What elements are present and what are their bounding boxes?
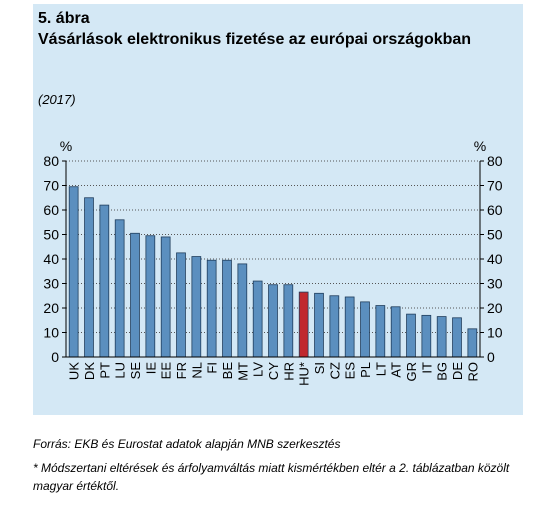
x-tick-label: CY — [266, 362, 281, 380]
bar-nl — [191, 256, 202, 358]
y-axis-unit-left: % — [60, 138, 72, 154]
bar-uk — [68, 186, 79, 358]
bar-es — [344, 296, 355, 358]
x-tick-label: AT — [389, 362, 404, 378]
x-tick-label: EE — [159, 362, 174, 380]
x-tick-label: PT — [97, 362, 112, 379]
bar-chart-svg: 0 0 10 10 20 20 30 30 40 40 50 50 60 60 70 70 80 80% % UK DK… — [43, 138, 503, 386]
bar-de — [452, 317, 462, 358]
x-tick-label: DE — [450, 362, 465, 380]
x-tick-label: IT — [419, 362, 434, 374]
y-tick-label-right: 30 — [487, 276, 503, 292]
bar-se — [130, 232, 140, 358]
x-tick-label: FI — [205, 362, 220, 374]
bar-cy — [268, 284, 278, 358]
x-tick-label: HR — [281, 362, 296, 381]
footnote: * Módszertani eltérések és árfolyamváltá… — [33, 461, 510, 493]
x-tick-label: BE — [220, 362, 235, 380]
figure-header: 5. ábra Vásárlások elektronikus fizetése… — [33, 4, 523, 115]
bar-lv — [252, 280, 263, 358]
figure-title: Vásárlások elektronikus fizetése az euró… — [38, 31, 472, 48]
y-axis-unit-right: % — [474, 138, 486, 154]
bar-dk — [84, 197, 94, 358]
x-tick-label: NL — [189, 362, 204, 379]
bar-gr — [406, 313, 416, 358]
y-tick-label-left: 50 — [43, 227, 59, 243]
y-tick-label-left: 40 — [43, 251, 59, 267]
x-tick-label: LV — [251, 362, 266, 377]
bar-mt — [237, 263, 248, 358]
x-tick-label: LT — [373, 362, 388, 376]
y-tick-label-left: 10 — [43, 325, 59, 341]
y-tick-label-right: 10 — [487, 325, 503, 341]
x-tick-label: RO — [465, 362, 480, 382]
bar-lt — [375, 305, 386, 358]
x-tick-label: FR — [174, 362, 189, 379]
x-tick-label: MT — [235, 362, 250, 381]
y-tick-label-right: 0 — [487, 349, 495, 365]
x-tick-label: LU — [113, 362, 128, 379]
figure-subtitle: (2017) — [38, 92, 76, 107]
bar-ee — [160, 236, 171, 358]
source-note: Forrás: EKB és Eurostat adatok alapján M… — [33, 437, 341, 451]
bar-fi — [206, 259, 217, 358]
x-tick-label: HU* — [297, 362, 312, 386]
bar-it — [421, 314, 432, 358]
bar-pt — [99, 204, 110, 358]
y-tick-label-right: 50 — [487, 227, 503, 243]
bar-fr — [176, 252, 186, 358]
bar-hu — [298, 291, 309, 358]
bar-ie — [145, 235, 156, 358]
x-tick-label: ES — [343, 362, 358, 380]
y-tick-label-left: 30 — [43, 276, 59, 292]
y-tick-label-right: 60 — [487, 202, 503, 218]
x-tick-label: PL — [358, 362, 373, 378]
x-tick-label: GR — [404, 362, 419, 382]
bar-be — [222, 259, 232, 358]
bar-bg — [436, 316, 447, 358]
y-tick-label-left: 60 — [43, 202, 59, 218]
bar-ro — [467, 328, 478, 358]
y-tick-label-left: 80 — [43, 153, 59, 169]
x-tick-label: UK — [67, 362, 82, 380]
y-tick-label-right: 40 — [487, 251, 503, 267]
x-tick-label: DK — [82, 362, 97, 380]
y-tick-label-left: 20 — [43, 300, 59, 316]
bar-chart: 0 0 10 10 20 20 30 30 40 40 50 50 60 60 70 70 80 80%% UK DK… — [33, 115, 523, 415]
bar-si — [314, 292, 324, 358]
x-tick-label: SI — [312, 362, 327, 374]
y-tick-label-left: 0 — [51, 349, 59, 365]
x-tick-label: BG — [435, 362, 450, 381]
y-tick-label-right: 70 — [487, 178, 503, 194]
y-tick-label-right: 20 — [487, 300, 503, 316]
bar-pl — [360, 301, 370, 358]
x-tick-label: SE — [128, 362, 143, 380]
x-tick-label: IE — [143, 362, 158, 375]
y-tick-label-right: 80 — [487, 153, 503, 169]
figure-frame: 5. ábra Vásárlások elektronikus fizetése… — [33, 4, 523, 517]
bar-cz — [329, 295, 340, 358]
x-tick-label: CZ — [327, 362, 342, 379]
figure-number: 5. ábra — [38, 10, 90, 27]
bar-at — [390, 306, 401, 358]
bar-lu — [114, 219, 125, 358]
y-tick-label-left: 70 — [43, 178, 59, 194]
bar-hr — [283, 284, 294, 358]
